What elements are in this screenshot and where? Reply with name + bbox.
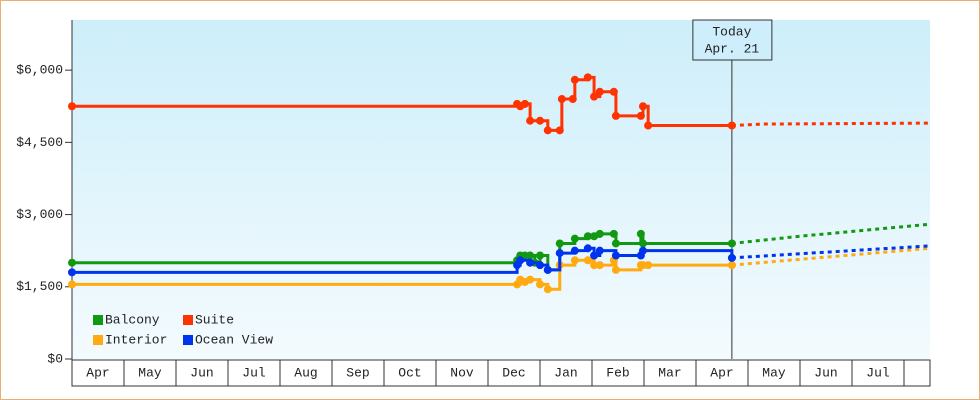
legend-label: Ocean View — [195, 332, 273, 347]
forecast-line — [731, 246, 931, 267]
price-point — [611, 239, 620, 248]
legend-swatch — [93, 335, 103, 345]
x-tick-label: Jun — [814, 365, 837, 380]
forecast-line — [731, 121, 931, 128]
x-tick-label: Apr — [710, 365, 733, 380]
price-point — [638, 239, 647, 248]
price-point — [526, 116, 535, 125]
y-tick-label: $3,000 — [16, 207, 63, 222]
plot-area — [72, 20, 930, 359]
y-tick-label: $0 — [47, 351, 63, 366]
price-point — [727, 121, 736, 130]
price-point — [583, 232, 592, 241]
price-point — [555, 249, 564, 258]
price-point — [520, 99, 529, 108]
price-point — [570, 256, 579, 265]
legend-swatch — [183, 315, 193, 325]
price-point — [583, 73, 592, 82]
x-tick-label: Jul — [866, 365, 890, 380]
price-point — [644, 121, 653, 130]
y-tick-label: $6,000 — [16, 63, 63, 78]
price-point — [583, 256, 592, 265]
price-point — [68, 268, 76, 277]
legend-swatch — [93, 315, 103, 325]
x-tick-label: Feb — [606, 365, 629, 380]
x-tick-label: May — [762, 365, 786, 380]
x-tick-label: Oct — [398, 365, 421, 380]
price-point — [568, 95, 577, 104]
price-point — [636, 111, 645, 120]
legend-label: Suite — [195, 312, 234, 327]
x-tick-label: Nov — [450, 365, 474, 380]
price-point — [590, 92, 599, 101]
forecast-line — [731, 222, 931, 245]
x-tick-label: Sep — [346, 365, 369, 380]
price-point — [727, 253, 736, 262]
price-point — [595, 246, 604, 255]
price-point — [636, 229, 645, 238]
price-point — [570, 246, 579, 255]
price-point — [570, 75, 579, 84]
price-point — [557, 95, 566, 104]
legend-label: Balcony — [105, 312, 160, 327]
x-tick-label: Jul — [242, 365, 266, 380]
x-tick-label: Jan — [554, 365, 577, 380]
x-tick-label: Dec — [502, 365, 525, 380]
today-label: Today — [712, 24, 751, 39]
price-point — [595, 87, 604, 96]
price-point — [536, 251, 544, 260]
x-tick-label: Mar — [658, 365, 681, 380]
legend-swatch — [183, 335, 193, 345]
x-axis-band — [71, 359, 931, 387]
price-point — [611, 265, 620, 274]
price-point — [638, 246, 647, 255]
price-point — [570, 234, 579, 243]
y-tick-label: $1,500 — [16, 279, 63, 294]
price-point — [516, 256, 525, 265]
x-tick-label: Apr — [86, 365, 109, 380]
price-point — [727, 239, 736, 248]
price-point — [590, 261, 599, 270]
price-point — [68, 280, 76, 289]
x-tick-label: Jun — [190, 365, 213, 380]
price-point — [536, 280, 544, 289]
price-point — [68, 102, 76, 111]
price-point — [536, 116, 544, 125]
price-point — [68, 258, 76, 267]
price-point — [555, 239, 564, 248]
x-tick-label: May — [138, 365, 162, 380]
price-point — [595, 229, 604, 238]
x-tick-label: Aug — [294, 365, 317, 380]
price-point — [543, 126, 552, 135]
price-point — [638, 102, 647, 111]
price-point — [595, 261, 604, 270]
price-point — [590, 251, 599, 260]
legend-label: Interior — [105, 332, 167, 347]
price-point — [543, 285, 552, 294]
forecast-line — [731, 244, 931, 260]
price-point — [526, 258, 535, 267]
price-point — [526, 251, 535, 260]
price-point — [536, 261, 544, 270]
price-point — [611, 251, 620, 260]
today-box — [692, 19, 773, 61]
price-point — [644, 261, 653, 270]
price-point — [609, 229, 618, 238]
y-tick-label: $4,500 — [16, 135, 63, 150]
today-date: Apr. 21 — [705, 41, 760, 56]
price-point — [526, 275, 535, 284]
price-point — [727, 261, 736, 270]
price-point — [609, 87, 618, 96]
price-point — [543, 265, 552, 274]
price-point — [555, 126, 564, 135]
price-point — [611, 111, 620, 120]
price-point — [583, 244, 592, 253]
